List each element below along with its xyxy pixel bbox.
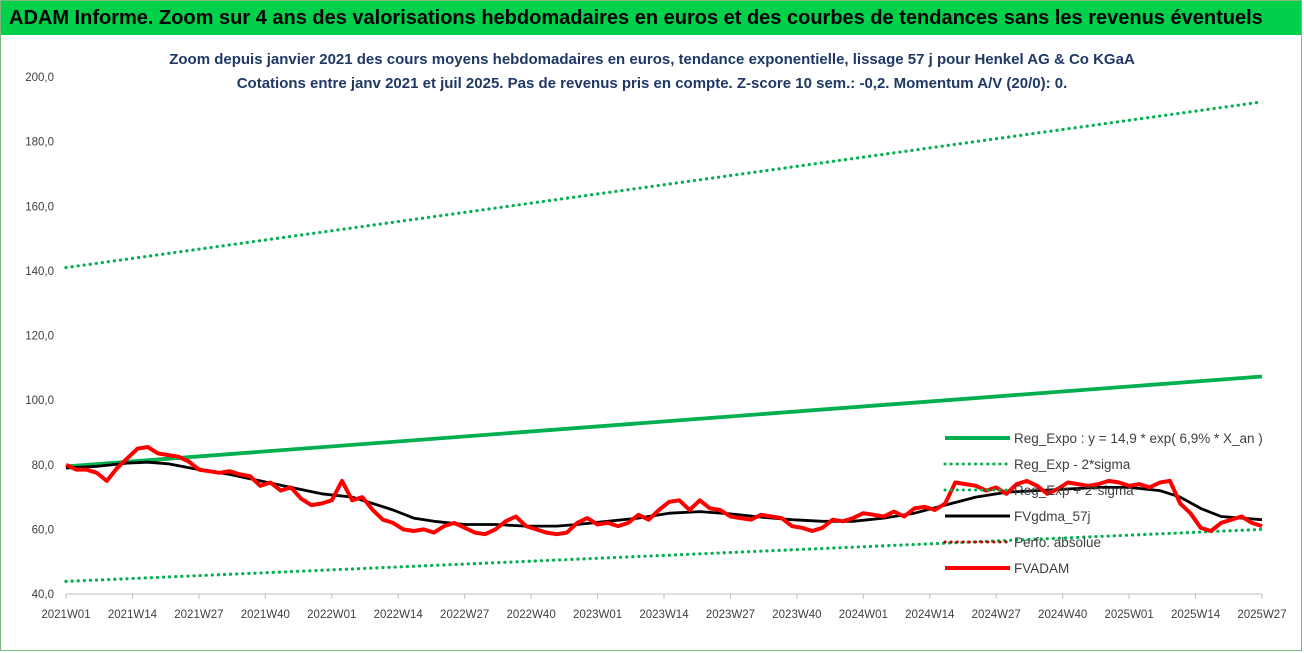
legend-label: Perfo. absolue — [1014, 535, 1101, 550]
chart-titles: Zoom depuis janvier 2021 des cours moyen… — [0, 48, 1304, 96]
x-tick-label: 2021W40 — [241, 609, 290, 621]
legend-label: FVgdma_57j — [1014, 509, 1091, 524]
legend-label: Reg_Exp - 2*sigma — [1014, 457, 1131, 472]
series-line-1 — [64, 527, 1264, 583]
y-axis: 40,0 60,0 80,0 100,0 120,0 140,0 160,0 180,0 200… — [25, 72, 54, 601]
x-tick-label: 2021W01 — [41, 609, 90, 621]
series-line-2 — [64, 100, 1264, 270]
legend-label: Reg_Expo : y = 14,9 * exp( 6,9% * X_an ) — [1014, 431, 1263, 446]
legend-label: FVADAM — [1014, 561, 1069, 576]
x-tick-label: 2025W27 — [1237, 609, 1286, 621]
banner-title: ADAM Informe. Zoom sur 4 ans des valoris… — [9, 6, 1263, 29]
y-tick-label: 60,0 — [32, 524, 54, 536]
x-tick-label: 2024W01 — [839, 609, 888, 621]
x-tick-label: 2022W27 — [440, 609, 489, 621]
x-axis: 2021W01 2021W14 2021W27 2021W40 2022W01 2022W… — [41, 593, 1287, 621]
x-tick-label: 2023W01 — [573, 609, 622, 621]
x-tick-label: 2021W14 — [108, 609, 158, 621]
y-tick-label: 160,0 — [25, 201, 54, 213]
x-tick-label: 2023W40 — [772, 609, 821, 621]
x-tick-label: 2023W14 — [639, 609, 689, 621]
x-tick-label: 2023W27 — [706, 609, 755, 621]
x-tick-label: 2022W40 — [506, 609, 555, 621]
x-tick-label: 2024W27 — [972, 609, 1021, 621]
y-tick-label: 200,0 — [25, 72, 54, 84]
y-tick-label: 100,0 — [25, 395, 54, 407]
legend-label: Reg_Exp + 2*sigma — [1014, 483, 1134, 498]
legend: Reg_Expo : y = 14,9 * exp( 6,9% * X_an )… — [943, 431, 1263, 576]
y-tick-label: 140,0 — [25, 266, 54, 278]
y-tick-label: 80,0 — [32, 460, 54, 472]
x-tick-label: 2022W01 — [307, 609, 356, 621]
y-tick-label: 180,0 — [25, 137, 54, 149]
x-tick-label: 2021W27 — [174, 609, 223, 621]
y-tick-label: 40,0 — [32, 589, 54, 601]
y-tick-label: 120,0 — [25, 331, 54, 343]
x-tick-label: 2022W14 — [374, 609, 424, 621]
series-layer — [64, 100, 1264, 583]
x-tick-label: 2025W14 — [1171, 609, 1221, 621]
chart-subtitle: Cotations entre janv 2021 et juil 2025. … — [236, 75, 1068, 92]
chart-title: Zoom depuis janvier 2021 des cours moyen… — [169, 51, 1135, 68]
header-banner: ADAM Informe. Zoom sur 4 ans des valoris… — [1, 1, 1301, 35]
series-line-0 — [65, 374, 1263, 469]
series-line-5 — [65, 445, 1263, 537]
x-tick-label: 2024W40 — [1038, 609, 1087, 621]
x-tick-label: 2025W01 — [1104, 609, 1153, 621]
x-tick-label: 2024W14 — [905, 609, 955, 621]
